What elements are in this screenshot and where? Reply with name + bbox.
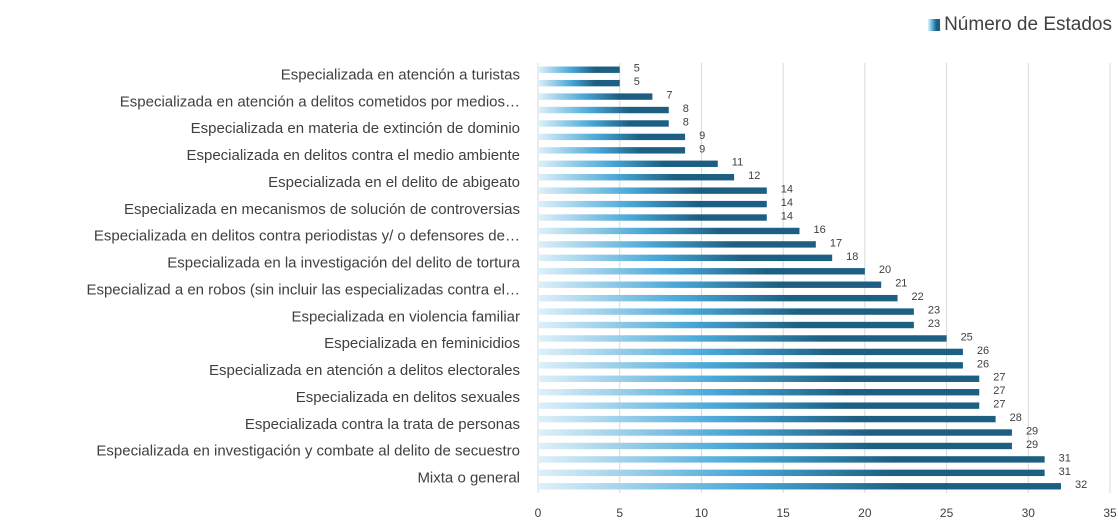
y-tick-label: Especializada en violencia familiar (292, 308, 520, 325)
value-label: 22 (912, 291, 924, 303)
value-label: 23 (928, 318, 940, 330)
y-tick-label: Especializad a en robos (sin incluir las… (86, 281, 520, 298)
value-label: 21 (895, 278, 907, 290)
x-tick-label: 15 (776, 506, 790, 520)
value-label: 28 (1010, 412, 1022, 424)
value-label: 12 (748, 170, 760, 182)
value-label: 14 (781, 184, 793, 196)
y-tick-label: Especializada en delitos contra periodis… (94, 228, 520, 245)
value-label: 11 (732, 157, 743, 169)
legend-label: Número de Estados (944, 14, 1112, 35)
bar (538, 402, 980, 409)
value-label: 23 (928, 305, 940, 317)
bar (538, 187, 767, 194)
bar (538, 294, 898, 302)
y-tick-label: Especializada en la investigación del de… (167, 255, 520, 272)
value-label: 7 (666, 90, 672, 102)
value-label: 32 (1075, 479, 1087, 491)
bar (538, 200, 767, 208)
bar (538, 147, 686, 154)
x-tick-label: 5 (616, 506, 623, 520)
y-tick-label: Especializada en mecanismos de solución … (124, 201, 520, 218)
y-tick-label: Especializada en delitos contra el medio… (186, 147, 520, 164)
bar (538, 429, 1012, 436)
value-label: 31 (1059, 452, 1071, 464)
value-label: 26 (977, 358, 989, 370)
value-label: 8 (683, 116, 689, 128)
x-tick-label: 35 (1103, 506, 1117, 520)
value-label: 8 (683, 103, 689, 115)
value-label: 18 (846, 251, 858, 263)
value-label: 29 (1026, 439, 1038, 451)
bar (538, 483, 1061, 490)
value-label: 25 (961, 331, 973, 343)
y-tick-label: Especializada en atención a delitos come… (120, 93, 520, 110)
y-tick-label: Mixta o general (417, 470, 520, 487)
x-tick-label: 20 (858, 506, 872, 520)
bar (538, 133, 686, 141)
legend-swatch (928, 19, 941, 31)
value-label: 5 (634, 63, 640, 75)
y-tick-label: Especializada en atención a turistas (281, 66, 520, 83)
bar (538, 227, 800, 235)
y-tick-label: Especializada en atención a delitos elec… (209, 362, 520, 379)
value-label: 26 (977, 345, 989, 357)
x-tick-label: 25 (940, 506, 954, 520)
bar (538, 456, 1045, 463)
value-label: 27 (993, 385, 1005, 397)
bar (538, 214, 767, 221)
y-tick-label: Especializada en delitos sexuales (296, 389, 520, 406)
bar (538, 362, 963, 369)
bar (538, 79, 620, 87)
value-label: 17 (830, 237, 842, 249)
x-tick-label: 30 (1022, 506, 1036, 520)
bar (538, 93, 653, 100)
x-tick-label: 10 (695, 506, 709, 520)
value-label: 16 (813, 224, 825, 236)
bar (538, 415, 996, 423)
bar (538, 442, 1012, 450)
value-label: 27 (993, 399, 1005, 411)
value-label: 27 (993, 372, 1005, 384)
bar (538, 268, 865, 275)
x-tick-label: 0 (535, 506, 542, 520)
bar (538, 469, 1045, 477)
bar (538, 160, 718, 167)
bar (538, 120, 669, 127)
y-tick-label: Especializada contra la trata de persona… (245, 416, 520, 433)
y-tick-label: Especializada en investigación y combate… (96, 443, 520, 460)
value-label: 9 (699, 143, 705, 155)
value-label: 14 (781, 197, 793, 209)
bar (538, 66, 620, 73)
value-label: 14 (781, 210, 793, 222)
bar (538, 281, 882, 288)
bar (538, 106, 669, 114)
bar (538, 321, 914, 329)
value-label: 9 (699, 130, 705, 142)
bar (538, 335, 947, 342)
bar (538, 241, 816, 248)
value-label: 31 (1059, 466, 1071, 478)
y-tick-label: Especializada en feminicidios (324, 335, 520, 352)
bar (538, 254, 833, 262)
bar (538, 375, 980, 382)
bar (538, 389, 980, 396)
y-tick-label: Especializada en el delito de abigeato (268, 174, 520, 191)
bar (538, 348, 963, 356)
value-label: 20 (879, 264, 891, 276)
bar (538, 174, 735, 181)
value-label: 29 (1026, 425, 1038, 437)
y-tick-label: Especializada en materia de extinción de… (191, 120, 520, 137)
bar (538, 308, 914, 315)
value-label: 5 (634, 76, 640, 88)
